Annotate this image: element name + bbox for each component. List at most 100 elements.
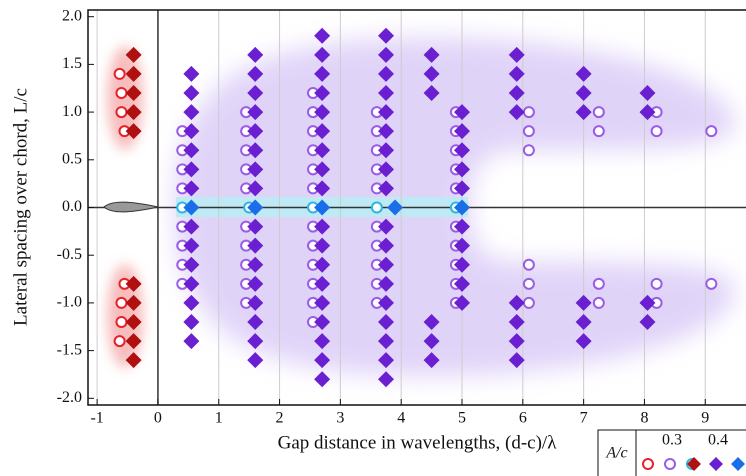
y-tick-label: -2.0	[57, 389, 82, 406]
point	[575, 65, 592, 82]
point	[377, 371, 394, 388]
x-tick-label: 7	[580, 410, 588, 427]
point	[247, 65, 264, 82]
point	[377, 352, 394, 369]
point	[314, 65, 331, 82]
point	[454, 123, 471, 140]
point	[423, 333, 440, 350]
x-tick-label: 3	[336, 410, 344, 427]
point	[115, 87, 128, 100]
point	[508, 313, 525, 330]
point	[183, 275, 200, 292]
point	[125, 275, 142, 292]
point	[247, 46, 264, 63]
point	[575, 294, 592, 311]
point	[423, 65, 440, 82]
point	[314, 275, 331, 292]
point	[183, 237, 200, 254]
point	[522, 106, 535, 119]
point	[387, 199, 404, 216]
point	[247, 333, 264, 350]
point	[639, 85, 656, 102]
point	[377, 65, 394, 82]
point	[522, 144, 535, 157]
point	[314, 142, 331, 159]
point	[508, 65, 525, 82]
point	[125, 104, 142, 121]
point	[247, 180, 264, 197]
legend: A/c	[597, 429, 746, 476]
legend-title: A/c	[605, 445, 627, 462]
point	[314, 104, 331, 121]
point	[575, 313, 592, 330]
point	[183, 218, 200, 235]
airfoil	[103, 201, 159, 213]
point	[522, 125, 535, 138]
point	[314, 161, 331, 178]
point	[423, 313, 440, 330]
marks	[113, 27, 718, 388]
point	[247, 142, 264, 159]
point	[423, 85, 440, 102]
point	[370, 201, 383, 214]
point	[183, 65, 200, 82]
point	[125, 46, 142, 63]
point	[377, 294, 394, 311]
point	[377, 180, 394, 197]
point	[454, 237, 471, 254]
legend-marker	[731, 457, 745, 471]
x-tick-label: 5	[458, 410, 466, 427]
point	[183, 313, 200, 330]
point	[575, 104, 592, 121]
point	[454, 161, 471, 178]
point	[454, 104, 471, 121]
x-axis-title: Gap distance in wavelengths, (d-c)/λ	[278, 432, 558, 453]
x-tick-label: 0	[154, 410, 162, 427]
point	[650, 277, 663, 290]
point	[115, 106, 128, 119]
point	[125, 85, 142, 102]
y-tick-label: 1.0	[62, 103, 82, 120]
point	[314, 256, 331, 273]
point	[183, 199, 200, 216]
point	[508, 352, 525, 369]
point	[125, 123, 142, 140]
point	[508, 85, 525, 102]
x-tick-label: 1	[215, 410, 223, 427]
point	[592, 106, 605, 119]
y-tick-label: -1.5	[57, 341, 82, 358]
point	[377, 333, 394, 350]
point	[639, 104, 656, 121]
point	[314, 237, 331, 254]
plot-frame	[87, 9, 746, 406]
point	[508, 46, 525, 63]
point	[508, 104, 525, 121]
point	[125, 294, 142, 311]
point	[247, 218, 264, 235]
point	[377, 46, 394, 63]
point	[377, 256, 394, 273]
point	[125, 352, 142, 369]
point	[183, 294, 200, 311]
point	[314, 333, 331, 350]
point	[508, 294, 525, 311]
point	[247, 294, 264, 311]
x-tick-label: 2	[276, 410, 284, 427]
y-tick-label: -0.5	[57, 246, 82, 263]
point	[377, 142, 394, 159]
point	[247, 275, 264, 292]
legend-group-label: 0.3	[662, 432, 682, 449]
point	[377, 161, 394, 178]
point	[592, 296, 605, 309]
point	[113, 335, 126, 348]
point	[314, 371, 331, 388]
point	[183, 123, 200, 140]
point	[377, 218, 394, 235]
point	[377, 104, 394, 121]
point	[125, 65, 142, 82]
point	[247, 237, 264, 254]
point	[247, 313, 264, 330]
point	[377, 313, 394, 330]
point	[508, 333, 525, 350]
point	[247, 199, 264, 216]
